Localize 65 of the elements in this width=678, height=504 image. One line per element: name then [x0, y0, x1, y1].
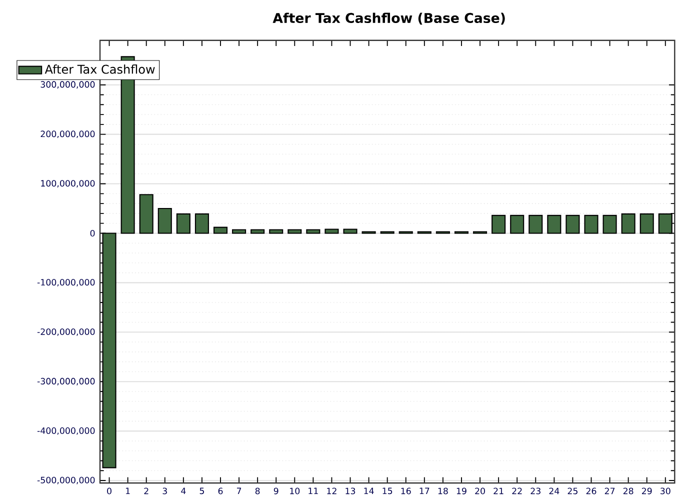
bar — [176, 213, 190, 234]
x-tick-label: 0 — [107, 488, 112, 494]
y-tick-label: -400,000,000 — [37, 427, 95, 435]
x-tick-label: 7 — [236, 488, 242, 494]
x-tick-label: 28 — [623, 488, 634, 494]
x-tick-label: 10 — [290, 488, 300, 494]
y-tick-label: -300,000,000 — [37, 378, 95, 386]
x-tick-label: 2 — [144, 488, 148, 494]
x-tick-label: 15 — [382, 488, 392, 494]
bar — [269, 229, 284, 234]
x-tick-label: 21 — [494, 488, 504, 494]
x-tick-label: 4 — [181, 488, 186, 494]
x-tick-label: 8 — [255, 488, 260, 494]
bar — [158, 208, 172, 234]
x-tick-label: 25 — [568, 488, 578, 494]
x-tick-label: 22 — [512, 488, 522, 494]
y-tick-label: 0 — [90, 230, 95, 237]
bar — [343, 228, 358, 234]
y-tick-label: 200,000,000 — [40, 130, 95, 138]
bar — [288, 229, 302, 234]
x-tick-label: 16 — [401, 488, 411, 494]
x-tick-label: 13 — [346, 488, 356, 494]
bar — [566, 214, 580, 234]
y-tick-label: 100,000,000 — [41, 180, 95, 188]
legend-label: After Tax Cashflow — [44, 64, 155, 74]
bar — [102, 232, 116, 468]
bar — [547, 214, 562, 234]
y-tick-label: -100,000,000 — [37, 278, 95, 286]
x-tick-label: 12 — [327, 488, 336, 494]
x-tick-label: 3 — [162, 488, 167, 494]
bar — [621, 213, 636, 234]
bar — [232, 229, 246, 234]
x-tick-label: 18 — [438, 488, 448, 494]
x-tick-label: 17 — [420, 488, 430, 494]
bar — [250, 229, 265, 234]
x-tick-label: 20 — [475, 488, 485, 494]
x-tick-label: 11 — [308, 488, 318, 494]
bar — [640, 213, 654, 234]
x-tick-label: 23 — [530, 488, 540, 494]
bar — [658, 213, 672, 234]
bar — [139, 194, 154, 234]
y-tick-label: 300,000,000 — [40, 81, 95, 89]
x-tick-label: 6 — [218, 488, 223, 494]
x-tick-label: 5 — [200, 488, 204, 494]
bar — [602, 214, 617, 234]
x-tick-label: 27 — [604, 488, 615, 494]
bar — [213, 226, 228, 234]
bar — [306, 229, 320, 234]
bar — [528, 214, 543, 234]
x-tick-label: 1 — [126, 488, 130, 494]
y-tick-label: -500,000,000 — [37, 476, 95, 484]
bar — [510, 214, 524, 234]
bar — [584, 214, 598, 234]
bar — [492, 214, 506, 234]
y-tick-label: -200,000,000 — [37, 328, 95, 336]
x-tick-label: 26 — [586, 488, 596, 494]
x-tick-label: 24 — [549, 488, 560, 494]
chart-title: After Tax Cashflow (Base Case) — [272, 12, 505, 25]
bar — [194, 213, 209, 234]
bar — [324, 228, 339, 234]
x-tick-label: 14 — [364, 488, 374, 494]
x-tick-label: 19 — [456, 488, 466, 494]
x-tick-label: 9 — [274, 488, 278, 494]
x-tick-label: 30 — [660, 488, 670, 494]
x-tick-label: 29 — [642, 488, 652, 494]
